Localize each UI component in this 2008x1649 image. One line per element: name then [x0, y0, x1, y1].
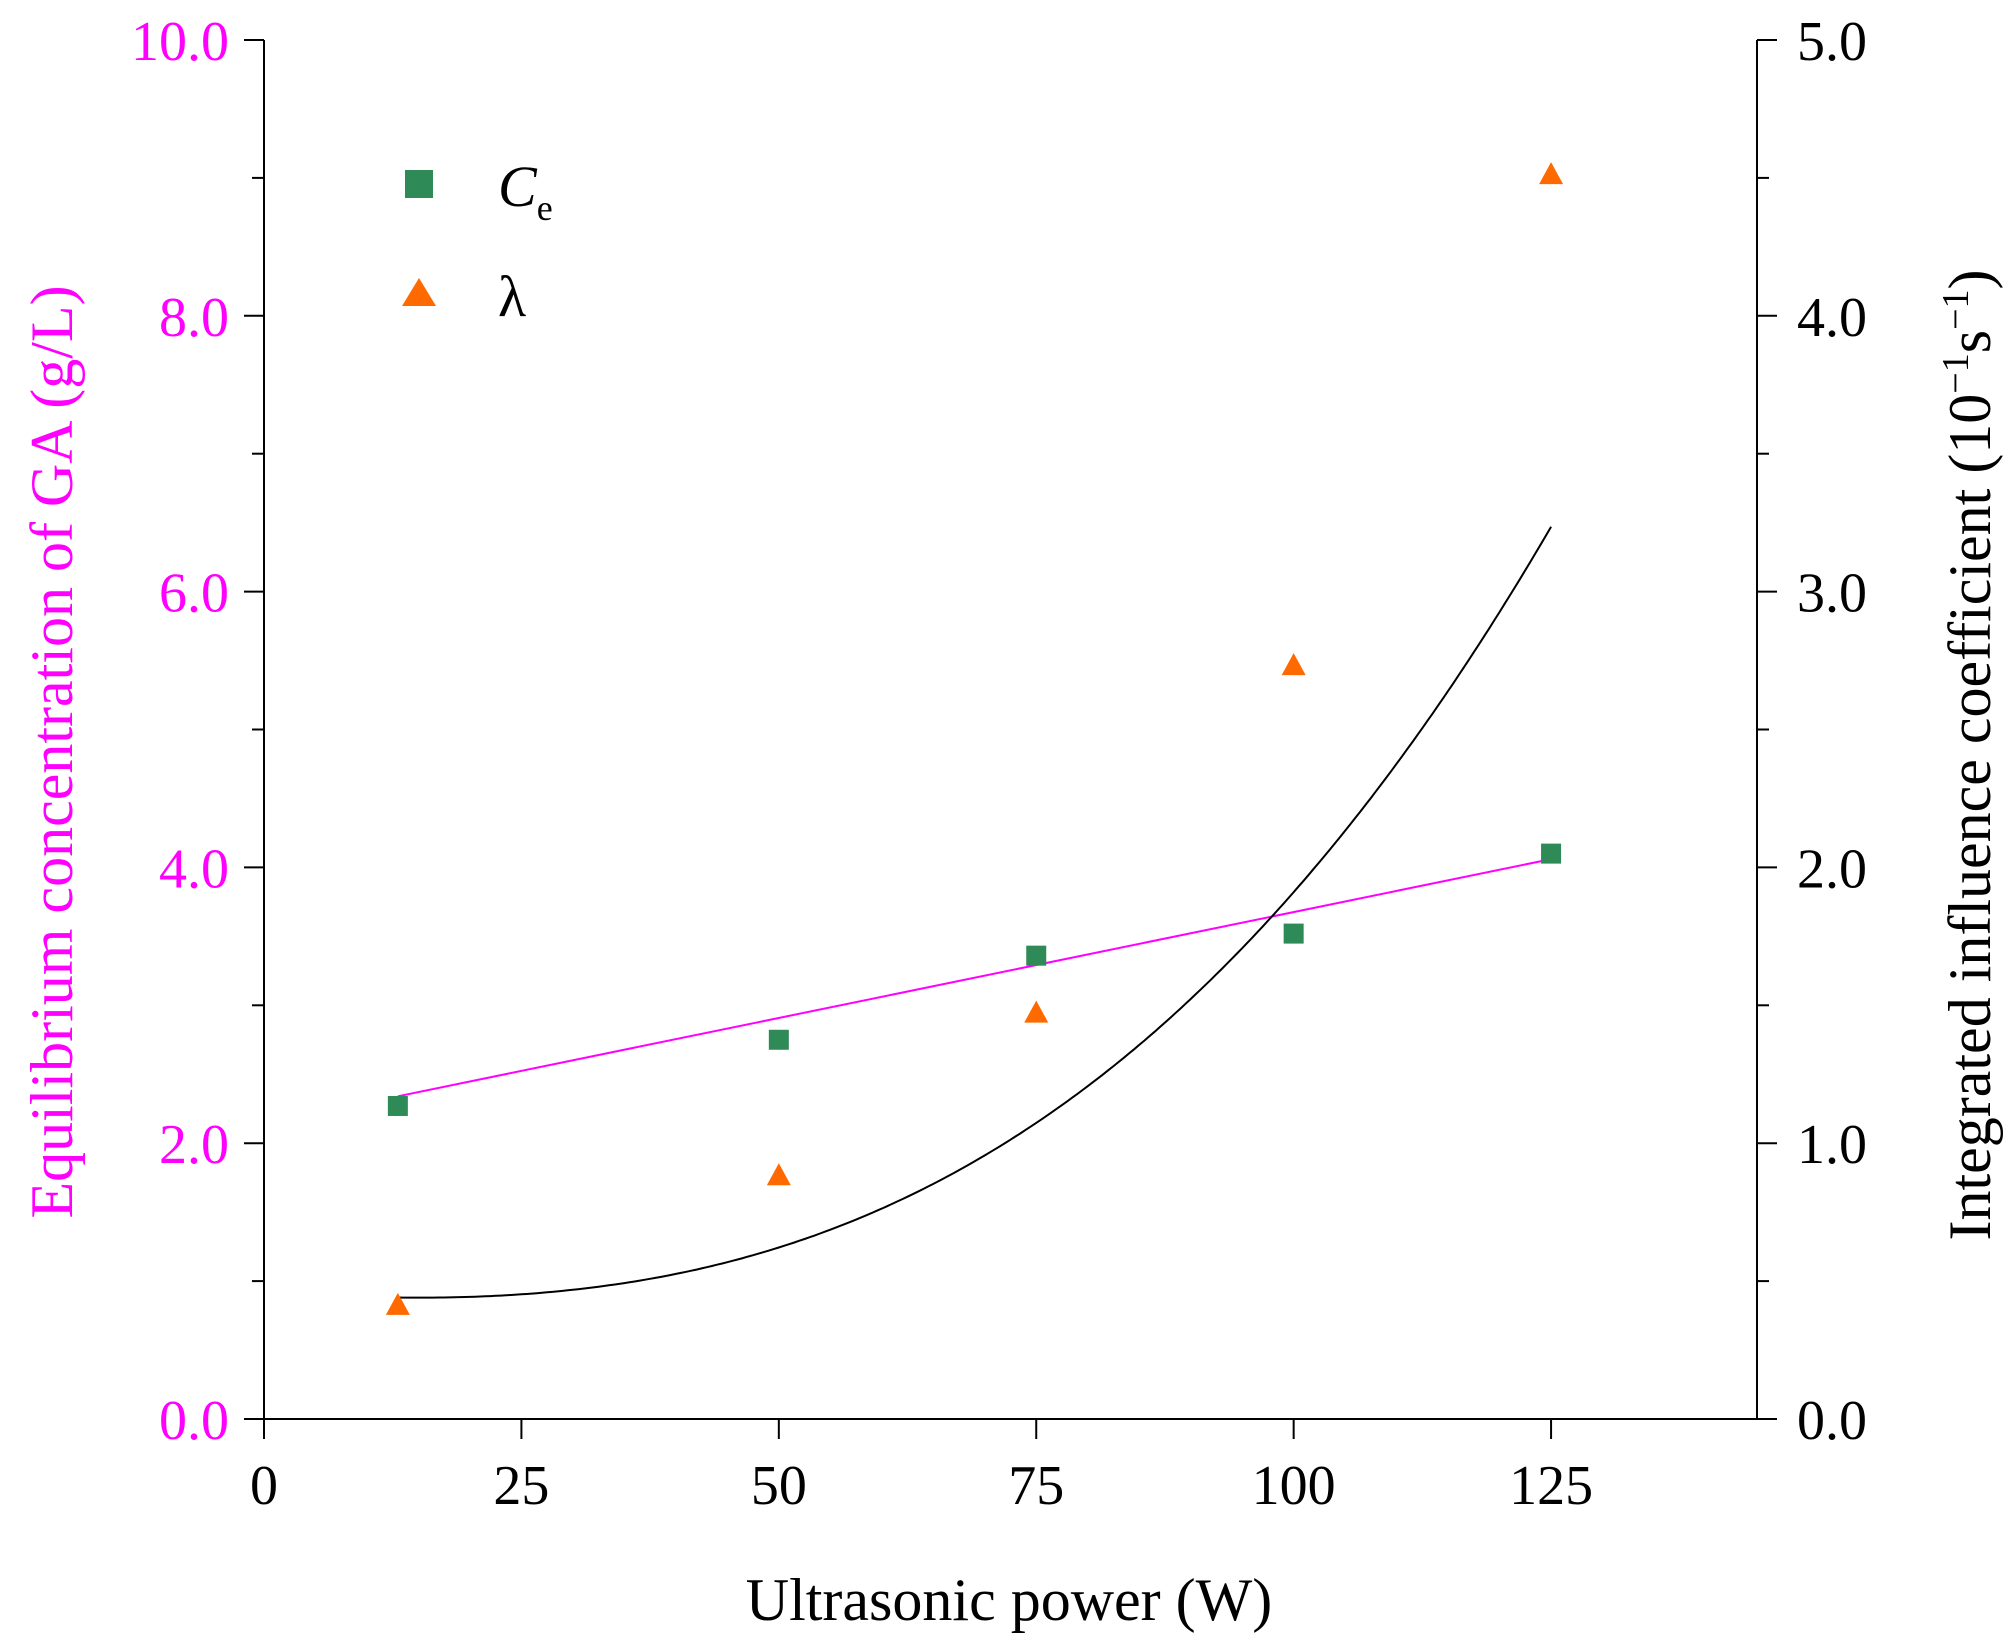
lambda-data-point [1539, 162, 1564, 185]
legend-label-lambda: λ [498, 264, 526, 329]
x-axis-title: Ultrasonic power (W) [746, 1567, 1272, 1633]
right-y-tick-label: 0.0 [1797, 1390, 1867, 1452]
right-y-tick-label: 1.0 [1797, 1114, 1867, 1176]
left-y-tick-label: 4.0 [159, 838, 229, 900]
lambda-data-point [385, 1292, 410, 1315]
legend: Ce λ [402, 154, 553, 329]
right-y-tick-label: 3.0 [1797, 563, 1867, 625]
ce-data-point [387, 1095, 408, 1116]
ce-data-point [1283, 923, 1304, 944]
x-tick-label: 25 [493, 1455, 549, 1517]
left-y-tick-label: 10.0 [131, 11, 229, 73]
left-y-axis-title: Equilibrium concentration of GA (g/L) [19, 285, 85, 1218]
legend-marker-ce [405, 170, 433, 198]
ce-linear-fit-line [397, 858, 1552, 1098]
right-y-tick-label: 4.0 [1797, 287, 1867, 349]
x-tick-label: 125 [1509, 1455, 1593, 1517]
x-tick-label: 0 [250, 1455, 278, 1517]
right-y-axis-title-main: Integrated influence coefficient (10 [1937, 394, 2003, 1241]
ce-data-point [1026, 945, 1047, 966]
right-y-axis-title-exponent-2: −1 [1935, 289, 1977, 329]
left-y-tick-label: 2.0 [159, 1114, 229, 1176]
lambda-data-point [1024, 1000, 1049, 1023]
legend-marker-lambda [402, 278, 436, 306]
fit-curves [397, 526, 1552, 1299]
ce-data-point [1541, 843, 1562, 864]
legend-label-ce: Ce [498, 154, 553, 228]
legend-label-ce-subscript: e [537, 188, 553, 228]
right-y-axis-title: Integrated influence coefficient (10−1s−… [1935, 269, 2003, 1240]
lambda-data-point [1281, 653, 1306, 676]
left-y-tick-label: 8.0 [159, 287, 229, 349]
left-y-tick-label: 0.0 [159, 1390, 229, 1452]
x-tick-label: 100 [1252, 1455, 1336, 1517]
right-y-axis-title-unit: s [1937, 330, 2003, 353]
right-y-axis-title-close: ) [1937, 269, 2003, 289]
left-y-tick-label: 6.0 [159, 563, 229, 625]
x-tick-label: 75 [1008, 1455, 1064, 1517]
legend-label-ce-main: C [498, 154, 538, 219]
x-tick-label: 50 [751, 1455, 807, 1517]
data-points [385, 162, 1564, 1315]
lambda-cubic-fit-curve [397, 526, 1552, 1299]
right-y-axis-ticks: 0.0 1.0 2.0 3.0 4.0 5.0 [1757, 11, 1867, 1452]
plot-frame [263, 40, 1758, 1420]
lambda-data-point [766, 1163, 791, 1186]
right-y-tick-label: 2.0 [1797, 838, 1867, 900]
x-axis-ticks: 0 25 50 75 100 125 [250, 1419, 1593, 1517]
right-y-tick-label: 5.0 [1797, 11, 1867, 73]
right-y-axis-title-exponent-1: −1 [1935, 353, 1977, 393]
ce-data-point [768, 1029, 789, 1050]
left-y-axis-ticks: 0.0 2.0 4.0 6.0 8.0 10.0 [131, 11, 264, 1452]
